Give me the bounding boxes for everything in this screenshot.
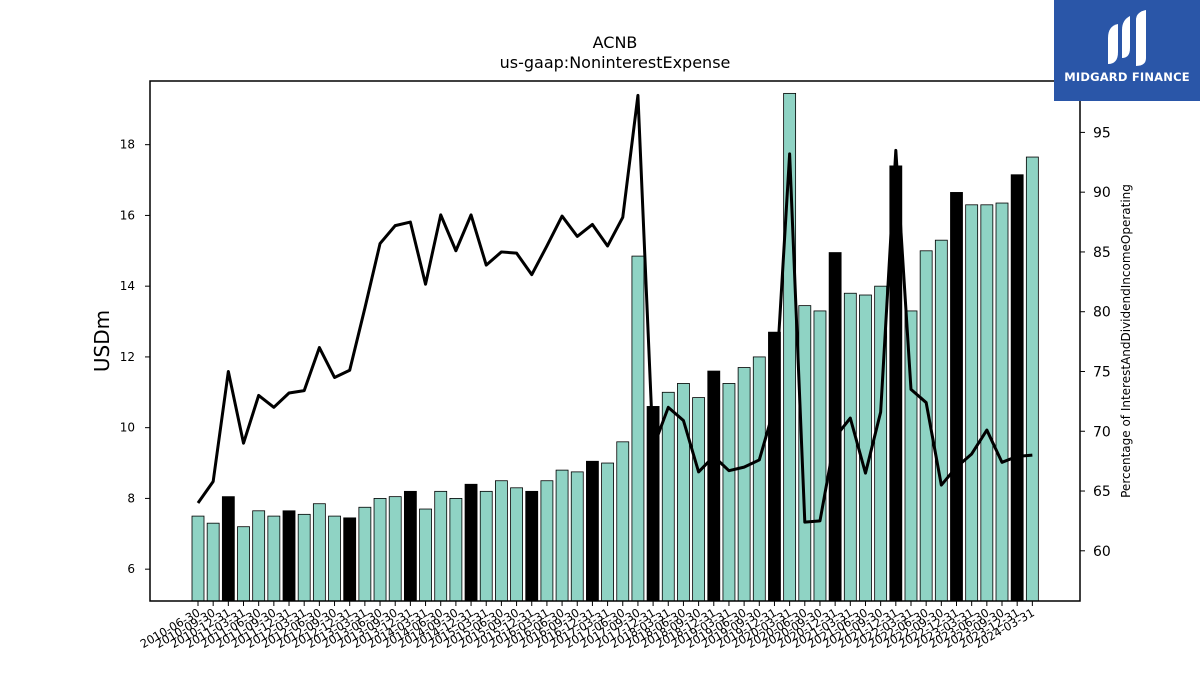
- bar-2011-09-30: [267, 515, 281, 602]
- bar-2015-06-30: [494, 480, 508, 602]
- bar-2019-12-31: [768, 331, 781, 602]
- bar-2017-03-31: [601, 462, 614, 602]
- y-tick-label-right: 85: [1093, 245, 1111, 261]
- bar-2021-06-30: [859, 294, 872, 602]
- bar-2019-03-31: [722, 383, 736, 602]
- y-tick-label-right: 60: [1093, 544, 1111, 560]
- bar-2016-09-30: [570, 471, 584, 602]
- bar-2013-12-31: [403, 490, 417, 602]
- bar-2017-09-30: [631, 255, 645, 602]
- bar-2013-06-30: [373, 498, 387, 602]
- bar-2016-03-31: [540, 480, 554, 602]
- bar-2015-12-31: [525, 490, 539, 602]
- bar-2022-09-30: [934, 239, 948, 602]
- bar-2017-06-30: [616, 441, 630, 602]
- x-axis: 2010-06-302010-09-302010-12-312011-03-31…: [138, 601, 1037, 651]
- bar-2019-09-30: [752, 356, 766, 602]
- bar-2012-06-30: [312, 503, 326, 602]
- bar-2010-09-30: [206, 522, 220, 602]
- bar-2020-09-30: [813, 310, 827, 602]
- bar-2024-03-31: [1025, 156, 1039, 602]
- bar-2018-03-31: [661, 391, 675, 602]
- bar-2016-12-31: [586, 460, 599, 602]
- y-tick-label-right: 75: [1093, 364, 1111, 380]
- bar-2018-09-30: [692, 397, 706, 602]
- bar-2018-12-31: [707, 370, 721, 602]
- y-tick-label-left: 10: [120, 421, 135, 435]
- y-tick-label-right: 70: [1093, 424, 1111, 440]
- y-tick-label-left: 8: [127, 491, 135, 505]
- midgard-finance-logo: MIDGARD FINANCE: [1054, 0, 1200, 101]
- y-tick-label-right: 90: [1093, 185, 1111, 201]
- y-tick-label-right: 95: [1093, 125, 1111, 141]
- y-tick-label-left: 6: [127, 562, 135, 576]
- bar-2011-12-31: [282, 510, 296, 602]
- y-axis-label-left: USDm: [90, 310, 114, 372]
- bar-2010-06-30: [191, 515, 205, 602]
- bar-2012-12-31: [343, 517, 357, 602]
- bar-2016-06-30: [555, 469, 569, 602]
- bar-2021-03-31: [843, 292, 857, 602]
- logo-text: MIDGARD FINANCE: [1064, 70, 1190, 84]
- bar-2015-03-31: [479, 490, 493, 602]
- bar-2013-09-30: [388, 496, 402, 602]
- y-tick-label-left: 12: [120, 350, 135, 364]
- y-tick-label-left: 16: [120, 208, 135, 222]
- bar-2022-12-31: [950, 192, 963, 602]
- bar-2012-03-31: [297, 513, 311, 602]
- logo-mark-icon: [1108, 10, 1146, 66]
- chart-title: ACNB: [593, 33, 638, 52]
- y-tick-label-left: 14: [120, 279, 135, 293]
- bar-2023-12-31: [1010, 174, 1024, 602]
- y-axis-right: 60 65 70 75 80 85 90 95: [1080, 125, 1111, 560]
- bar-2019-06-30: [737, 367, 751, 602]
- chart-subtitle: us-gaap:NoninterestExpense: [500, 53, 731, 72]
- bar-2014-06-30: [434, 490, 448, 602]
- bar-2014-09-30: [449, 498, 463, 602]
- y-tick-label-right: 65: [1093, 484, 1111, 500]
- bar-2020-12-31: [828, 252, 842, 602]
- plot-frame: [149, 80, 1081, 602]
- y-tick-label-left: 18: [120, 138, 135, 152]
- ratio-line: [196, 93, 1033, 524]
- bar-2023-06-30: [980, 204, 994, 602]
- y-tick-label-right: 80: [1093, 305, 1111, 321]
- bar-2023-09-30: [995, 202, 1009, 602]
- y-axis-label-right: Percentage of InterestAndDividendIncomeO…: [1119, 184, 1133, 498]
- y-axis-left: 6 8 10 12 14 16 18: [120, 138, 150, 576]
- bar-2011-06-30: [252, 510, 266, 602]
- bar-2022-03-31: [904, 310, 918, 602]
- bar-2014-03-31: [419, 508, 432, 602]
- bar-2013-03-31: [358, 506, 372, 602]
- bar-2010-12-31: [221, 496, 235, 602]
- bar-2023-03-31: [965, 204, 979, 602]
- bar-2014-12-31: [464, 483, 478, 602]
- bar-2015-09-30: [510, 487, 523, 602]
- bar-2011-03-31: [237, 526, 250, 602]
- bar-2012-09-30: [328, 515, 341, 602]
